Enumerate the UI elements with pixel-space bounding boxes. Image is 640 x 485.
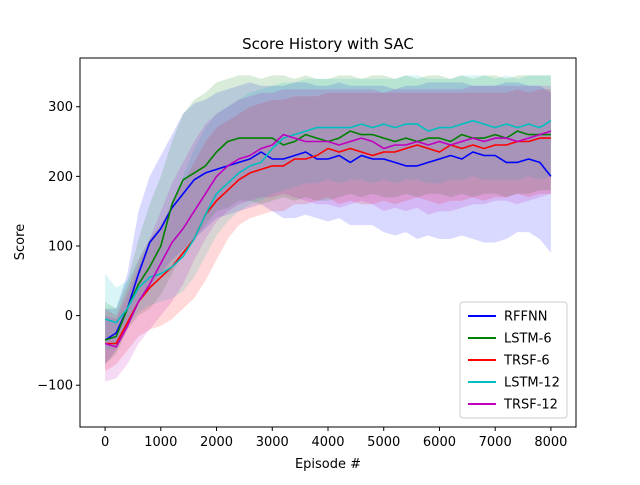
y-axis-label: Score (13, 224, 28, 260)
plot-area (104, 75, 552, 382)
y-tick-label: 200 (48, 170, 73, 185)
x-axis-label: Episode # (295, 457, 361, 472)
legend-label-rffnn: RFFNN (504, 310, 547, 325)
legend-box (459, 301, 568, 419)
y-tick-label: 0 (65, 309, 73, 324)
chart-title: Score History with SAC (242, 35, 414, 53)
legend: RFFNN LSTM-6 TRSF-6 LSTM-12 TRSF-12 (459, 301, 568, 419)
x-tick-label: 3000 (256, 435, 289, 450)
series-line-rffnn (104, 151, 552, 341)
y-axis: −100 0 100 200 300 (37, 100, 80, 394)
x-tick-label: 6000 (423, 435, 456, 450)
series-line-trsf-6 (105, 137, 551, 345)
series-line-trsf-12 (104, 130, 552, 348)
x-tick-label: 4000 (311, 435, 344, 450)
x-tick-label: 7000 (479, 435, 512, 450)
band-lstm-6 (105, 75, 551, 365)
band-lstm-12 (105, 75, 551, 351)
x-tick-label: 1000 (144, 435, 177, 450)
y-tick-label: 100 (48, 239, 73, 254)
y-tick-label: −100 (37, 379, 73, 394)
legend-label-trsf-6: TRSF-6 (503, 354, 550, 369)
legend-label-lstm-6: LSTM-6 (504, 332, 552, 347)
x-tick-label: 8000 (534, 435, 567, 450)
series-line-lstm-12 (104, 119, 552, 324)
x-tick-label: 5000 (367, 435, 400, 450)
legend-label-trsf-12: TRSF-12 (503, 398, 558, 413)
legend-label-lstm-12: LSTM-12 (504, 376, 560, 391)
x-tick-label: 2000 (200, 435, 233, 450)
x-axis: 0 1000 2000 3000 4000 5000 6000 7000 8000 (101, 427, 567, 450)
y-tick-label: 300 (48, 100, 73, 115)
x-tick-label: 0 (101, 435, 109, 450)
